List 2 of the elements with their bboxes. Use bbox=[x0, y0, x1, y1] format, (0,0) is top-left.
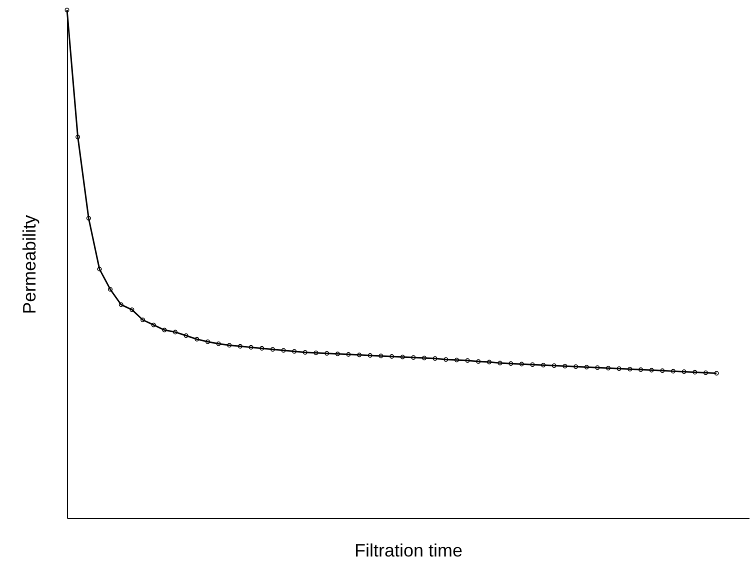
x-axis-title: Filtration time bbox=[354, 540, 463, 560]
y-axis-title: Permeability bbox=[20, 214, 40, 314]
